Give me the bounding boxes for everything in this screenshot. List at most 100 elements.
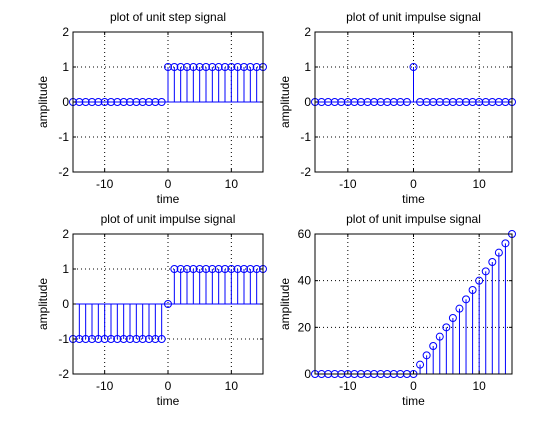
stem-marker [246, 265, 255, 273]
y-tick-label: 1 [62, 60, 69, 74]
stem-marker [164, 63, 172, 71]
stem-marker [183, 265, 191, 273]
y-tick-label: 2 [62, 227, 69, 241]
stem-marker [233, 63, 242, 71]
stem-marker [462, 295, 471, 304]
stem-marker [81, 335, 90, 343]
stem-marker [107, 98, 115, 106]
x-axis-label: time [402, 192, 425, 206]
stem-marker [227, 63, 236, 71]
y-tick-label: 0 [62, 95, 69, 109]
stem-marker [195, 265, 204, 273]
stem-marker [170, 265, 179, 273]
x-tick-label: 0 [165, 177, 172, 191]
y-tick-label: 0 [62, 297, 69, 311]
x-axis-label: time [157, 394, 180, 408]
stem-marker [475, 276, 484, 285]
x-tick-label: -10 [339, 379, 357, 393]
x-axis-label: time [157, 192, 180, 206]
x-tick-label: 10 [225, 177, 239, 191]
stem-marker [448, 314, 457, 322]
stem-marker [221, 63, 229, 71]
stem-marker [221, 265, 229, 273]
stem-marker [240, 265, 248, 273]
y-axis-label: amplitude [36, 278, 50, 330]
y-tick-label: 60 [298, 227, 312, 241]
stem-marker [88, 335, 96, 343]
stem-marker [176, 63, 185, 71]
stem-marker [88, 98, 96, 106]
stem-marker [183, 63, 191, 71]
stem-marker [208, 63, 217, 71]
y-tick-label: 2 [62, 25, 69, 39]
x-tick-label: 0 [410, 177, 417, 191]
stem-marker [164, 300, 172, 308]
stem-marker [494, 248, 503, 257]
stem-marker [189, 63, 198, 71]
y-tick-label: -1 [58, 130, 69, 144]
y-axis-label: amplitude [278, 76, 292, 128]
stem-marker [455, 304, 464, 313]
stem-marker [170, 63, 179, 71]
x-tick-label: 10 [472, 177, 486, 191]
stem-marker [214, 63, 223, 71]
x-tick-label: 0 [410, 379, 417, 393]
y-tick-label: 1 [62, 262, 69, 276]
x-tick-label: -10 [96, 379, 114, 393]
y-tick-label: 0 [304, 367, 311, 381]
y-tick-label: -2 [300, 165, 311, 179]
stem-marker [409, 63, 418, 71]
stem-marker [214, 265, 223, 273]
stem-marker [113, 98, 122, 106]
chart-title: plot of unit impulse signal [101, 212, 236, 226]
stem-marker [246, 63, 255, 71]
stem-marker [94, 98, 103, 106]
y-tick-label: 40 [298, 274, 312, 288]
x-tick-label: -10 [339, 177, 357, 191]
y-tick-label: 20 [298, 320, 312, 334]
stem-marker [157, 335, 166, 343]
stem-marker [132, 335, 141, 343]
stem-marker [402, 98, 411, 106]
stem-marker [107, 335, 115, 343]
stem-marker [157, 98, 166, 106]
chart-title: plot of unit impulse signal [346, 10, 481, 24]
y-tick-label: -1 [58, 332, 69, 346]
stem-marker [119, 335, 128, 343]
x-tick-label: 0 [165, 379, 172, 393]
y-tick-label: 2 [304, 25, 311, 39]
y-tick-label: 0 [304, 95, 311, 109]
x-axis-label: time [402, 394, 425, 408]
stem-marker [176, 265, 185, 273]
y-tick-label: -2 [58, 165, 69, 179]
y-tick-label: -1 [300, 130, 311, 144]
stem-marker [126, 335, 134, 343]
y-tick-label: -2 [58, 367, 69, 381]
stem-marker [126, 98, 134, 106]
stem-marker [145, 335, 153, 343]
stem-marker [202, 265, 210, 273]
stem-marker [113, 335, 122, 343]
x-tick-label: 10 [225, 379, 239, 393]
y-axis-label: amplitude [36, 76, 50, 128]
stem-marker [189, 265, 198, 273]
stem-marker [81, 98, 90, 106]
stem-marker [422, 351, 431, 360]
stem-marker [416, 360, 425, 369]
stem-marker [151, 98, 160, 106]
chart-title: plot of unit impulse signal [346, 212, 481, 226]
stem-marker [202, 63, 210, 71]
stem-marker [429, 342, 438, 350]
stem-marker [94, 335, 103, 343]
stem-marker [468, 286, 477, 294]
stem-marker [227, 265, 236, 273]
stem-marker [442, 323, 451, 332]
x-tick-label: 10 [472, 379, 486, 393]
stem-marker [481, 267, 490, 276]
y-tick-label: 1 [304, 60, 311, 74]
stem-marker [138, 98, 147, 106]
stem-marker [488, 258, 497, 266]
